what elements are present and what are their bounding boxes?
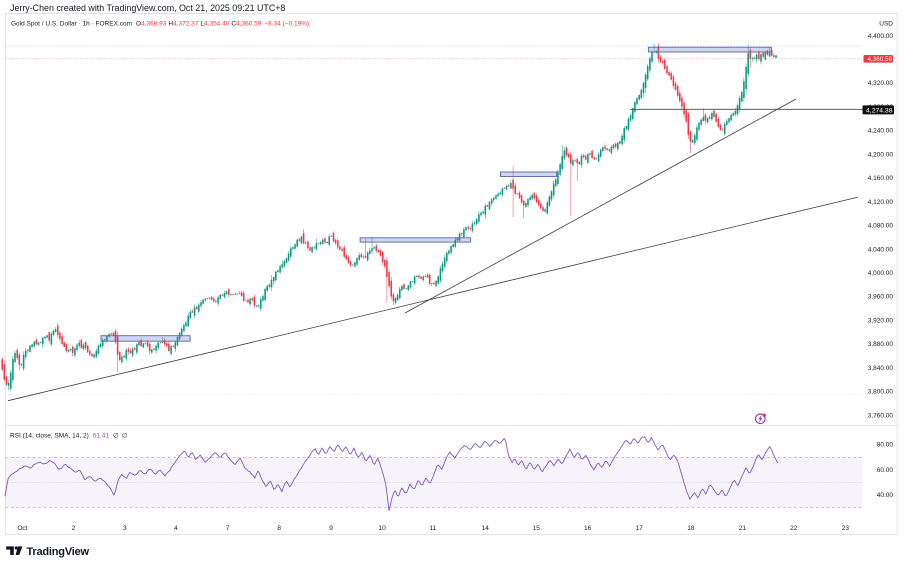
svg-text:4,000.00: 4,000.00: [868, 270, 894, 277]
svg-text:Oct: Oct: [17, 525, 27, 532]
svg-text:22: 22: [790, 525, 798, 532]
svg-text:4,274.38: 4,274.38: [866, 107, 893, 114]
svg-text:3,960.00: 3,960.00: [868, 294, 894, 301]
svg-text:18: 18: [687, 525, 695, 532]
svg-text:21: 21: [739, 525, 747, 532]
svg-text:USD: USD: [879, 20, 893, 27]
svg-text:7: 7: [226, 525, 230, 532]
svg-text:11: 11: [430, 525, 437, 532]
svg-text:80.00: 80.00: [877, 442, 894, 449]
svg-text:10: 10: [378, 525, 386, 532]
svg-text:15: 15: [533, 525, 541, 532]
svg-text:3,800.00: 3,800.00: [868, 389, 894, 396]
svg-text:RSI (14, close, SMA, 14, 2)61.: RSI (14, close, SMA, 14, 2) 61.41 ∅ ∅: [10, 433, 128, 440]
svg-text:4,120.00: 4,120.00: [868, 199, 894, 206]
svg-text:23: 23: [842, 525, 850, 532]
svg-text:Gold Spot / U.S. Dollar · 1h ·: Gold Spot / U.S. Dollar · 1h · FOREX.com…: [11, 21, 309, 28]
svg-text:4,400.00: 4,400.00: [868, 33, 894, 40]
svg-text:4: 4: [174, 525, 178, 532]
svg-text:17: 17: [636, 525, 644, 532]
svg-text:3,880.00: 3,880.00: [868, 341, 894, 348]
svg-text:3,920.00: 3,920.00: [868, 317, 894, 324]
svg-text:40.00: 40.00: [877, 492, 894, 499]
svg-text:14: 14: [482, 525, 490, 532]
svg-text:Jerry-Chen created with Tradin: Jerry-Chen created with TradingView.com,…: [10, 3, 285, 13]
svg-text:4,320.00: 4,320.00: [868, 80, 894, 87]
svg-text:3,760.00: 3,760.00: [868, 412, 894, 419]
svg-text:3: 3: [123, 525, 127, 532]
svg-text:2: 2: [72, 525, 76, 532]
svg-text:4,240.00: 4,240.00: [868, 128, 894, 135]
svg-text:TradingView: TradingView: [27, 546, 90, 558]
svg-text:9: 9: [329, 525, 333, 532]
svg-text:8: 8: [277, 525, 281, 532]
svg-text:60.00: 60.00: [877, 467, 894, 474]
svg-text:3,840.00: 3,840.00: [868, 365, 894, 372]
svg-text:4,200.00: 4,200.00: [868, 151, 894, 158]
svg-text:4,040.00: 4,040.00: [868, 246, 894, 253]
svg-text:4,160.00: 4,160.00: [868, 175, 894, 182]
svg-text:16: 16: [584, 525, 592, 532]
svg-text:4,080.00: 4,080.00: [868, 223, 894, 230]
svg-text:4,360.59: 4,360.59: [867, 56, 892, 63]
